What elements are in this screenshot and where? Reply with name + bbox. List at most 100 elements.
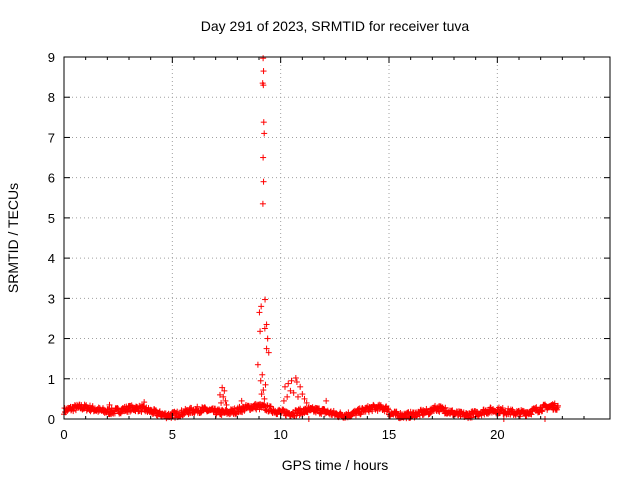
- data-point: [301, 395, 308, 402]
- data-point: [106, 401, 113, 408]
- data-point: [400, 414, 407, 421]
- data-point: [499, 405, 506, 412]
- data-point: [538, 407, 545, 414]
- grid: [64, 57, 610, 419]
- data-point: [369, 408, 376, 415]
- x-tick-label: 20: [490, 427, 504, 442]
- data-point: [261, 325, 268, 332]
- data-point: [70, 408, 77, 415]
- data-point: [258, 391, 265, 398]
- data-point: [217, 391, 223, 398]
- data-point: [260, 154, 267, 161]
- data-point: [89, 403, 96, 410]
- data-point: [218, 412, 225, 419]
- data-point: [260, 119, 267, 126]
- data-point: [297, 383, 304, 390]
- data-point: [265, 349, 272, 356]
- y-tick-label: 8: [48, 90, 55, 105]
- data-point: [288, 377, 295, 384]
- data-point: [287, 387, 294, 394]
- y-tick-label: 0: [48, 412, 55, 427]
- data-point: [267, 403, 274, 410]
- y-tick-label: 6: [48, 171, 55, 186]
- data-point: [259, 200, 266, 207]
- y-tick-label: 1: [48, 372, 55, 387]
- data-point: [282, 383, 288, 390]
- data-point: [384, 405, 391, 412]
- tick-marks: [63, 56, 610, 420]
- x-tick-label: 15: [382, 427, 396, 442]
- y-tick-label: 4: [48, 251, 55, 266]
- plot-frame: [63, 56, 611, 420]
- x-axis-label: GPS time / hours: [282, 457, 389, 473]
- data-point: [468, 414, 475, 421]
- data-point: [263, 345, 270, 352]
- data-point: [260, 178, 267, 185]
- y-tick-label: 9: [48, 50, 55, 65]
- data-point: [138, 408, 145, 415]
- data-point: [539, 408, 546, 415]
- data-point: [323, 397, 330, 404]
- y-tick-label: 3: [48, 291, 55, 306]
- data-point: [528, 411, 535, 418]
- data-point: [292, 374, 299, 381]
- data-point: [261, 395, 268, 402]
- data-point: [254, 361, 261, 368]
- data-point: [172, 414, 179, 421]
- data-point: [299, 391, 306, 398]
- data-point: [174, 408, 181, 415]
- y-tick-label: 7: [48, 130, 55, 145]
- data-point: [260, 68, 267, 75]
- data-point: [262, 296, 269, 303]
- data-point: [262, 381, 269, 388]
- data-point: [221, 387, 228, 394]
- data-point: [218, 399, 225, 406]
- data-point: [416, 412, 423, 419]
- data-point: [352, 412, 359, 419]
- data-point: [258, 303, 265, 310]
- data-point: [72, 407, 79, 414]
- data-point: [280, 397, 287, 404]
- y-tick-label: 5: [48, 211, 55, 226]
- data-point: [385, 406, 392, 413]
- data-point: [260, 82, 267, 89]
- data-point: [219, 384, 226, 391]
- data-point: [285, 380, 292, 387]
- data-point: [365, 408, 372, 415]
- data-point: [478, 412, 485, 419]
- data-point: [105, 406, 112, 413]
- data-point: [296, 412, 303, 419]
- data-points: [61, 55, 561, 422]
- data-point: [241, 407, 248, 414]
- data-point: [284, 393, 291, 400]
- data-point: [220, 393, 227, 400]
- data-point: [264, 335, 271, 342]
- data-point: [554, 404, 561, 411]
- data-point: [238, 397, 245, 404]
- data-point: [257, 328, 264, 335]
- data-point: [553, 406, 560, 413]
- data-point: [348, 412, 355, 419]
- x-tick-label: 10: [273, 427, 287, 442]
- data-point: [223, 401, 230, 408]
- data-point: [257, 377, 264, 384]
- data-point: [260, 387, 267, 394]
- data-point: [259, 371, 266, 378]
- data-point: [263, 321, 270, 328]
- data-point: [303, 399, 310, 406]
- data-point: [141, 399, 148, 406]
- data-point: [436, 408, 443, 415]
- data-point: [260, 55, 267, 62]
- data-point: [295, 393, 301, 400]
- data-point: [290, 389, 297, 396]
- data-point: [261, 130, 268, 137]
- chart-title: Day 291 of 2023, SRMTID for receiver tuv…: [201, 18, 470, 34]
- data-point: [127, 408, 134, 415]
- x-tick-label: 0: [60, 427, 67, 442]
- data-point: [551, 400, 558, 407]
- data-point: [357, 410, 364, 417]
- y-axis-label: SRMTID / TECUs: [5, 183, 21, 293]
- data-point: [256, 309, 263, 316]
- x-tick-label: 5: [169, 427, 176, 442]
- tick-labels: 0 5 10 15 20 0 1 2 3 4 5 6 7 8 9: [48, 50, 505, 442]
